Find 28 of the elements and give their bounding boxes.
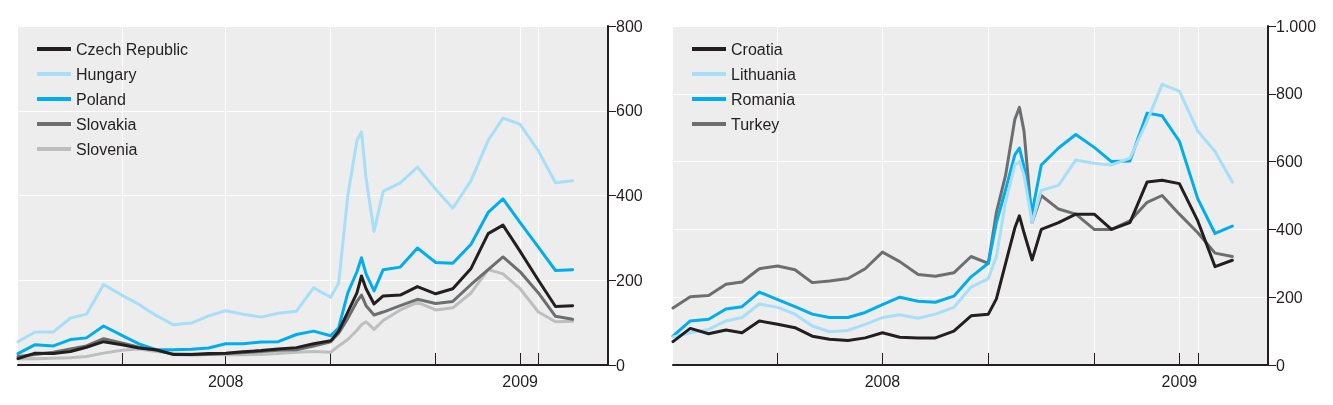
- y-tick-label: 0: [616, 356, 625, 374]
- y-tick-label: 800: [616, 17, 643, 35]
- legend-label: Croatia: [731, 40, 783, 58]
- x-tick-label: 2008: [207, 372, 244, 390]
- y-tick-label: 600: [616, 102, 643, 120]
- y-tick-label: 600: [1276, 153, 1303, 171]
- legend-label: Romania: [731, 90, 796, 108]
- legend-label: Czech Republic: [76, 40, 189, 58]
- x-tick-label: 2008: [864, 372, 901, 390]
- line-series: [16, 223, 575, 361]
- y-tick-label: 0: [1276, 356, 1285, 374]
- x-tick-label: 2009: [1161, 372, 1198, 390]
- y-tick-label: 400: [1276, 220, 1303, 238]
- legend-label: Hungary: [76, 65, 137, 83]
- y-tick-label: 200: [1276, 288, 1303, 306]
- legend-label: Poland: [76, 90, 126, 108]
- x-tick-label: 2009: [502, 372, 539, 390]
- y-tick-label: 1.000: [1276, 17, 1317, 35]
- y-tick-label: 800: [1276, 85, 1303, 103]
- y-tick-label: 200: [616, 271, 643, 289]
- legend-label: Slovakia: [76, 115, 137, 133]
- legend-label: Slovenia: [76, 140, 138, 158]
- legend-label: Turkey: [731, 115, 780, 133]
- line-series: [16, 116, 575, 344]
- y-tick-label: 400: [616, 187, 643, 204]
- line-series: [16, 197, 575, 356]
- line-series: [671, 178, 1234, 344]
- legend-label: Lithuania: [731, 65, 797, 83]
